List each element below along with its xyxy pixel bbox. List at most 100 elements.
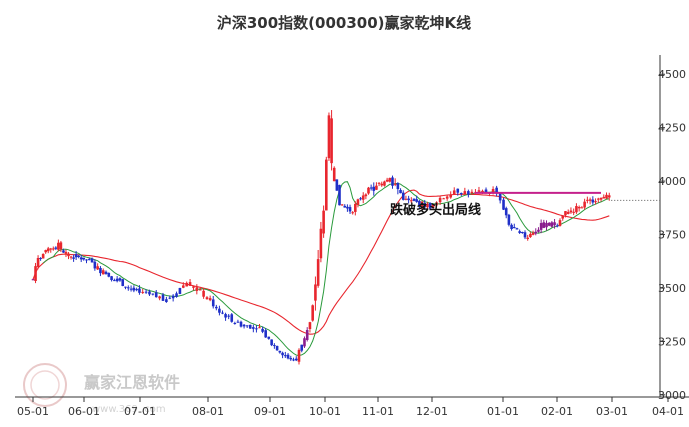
candle-body (564, 211, 567, 216)
candle-body (537, 229, 540, 232)
candle-body (498, 193, 502, 201)
candle-body (327, 115, 331, 159)
candle-body (211, 299, 215, 307)
candle (542, 219, 546, 229)
candle-body (607, 195, 611, 198)
candle (36, 255, 40, 270)
candle (297, 348, 301, 365)
candle-body (325, 159, 328, 211)
candle (354, 201, 357, 216)
candle-body (369, 187, 373, 189)
candle-body (202, 290, 205, 297)
candle-body (372, 186, 376, 191)
candle-body (404, 198, 408, 200)
candle-body (54, 247, 58, 249)
candle-body (39, 257, 42, 259)
candle-body (51, 248, 55, 250)
candle (90, 257, 94, 263)
candle (93, 259, 97, 271)
candle (224, 312, 227, 321)
candle-body (531, 232, 535, 235)
candle (380, 181, 384, 187)
candle-body (599, 197, 603, 200)
candle-body (340, 204, 344, 206)
candle (599, 197, 603, 202)
candle (410, 197, 413, 204)
candle (154, 290, 158, 298)
x-tick-label: 10-01 (309, 405, 341, 418)
candle (588, 197, 592, 205)
candle-body (305, 329, 309, 340)
candle (261, 326, 264, 334)
candle-body (79, 257, 83, 260)
x-tick-label: 11-01 (362, 405, 394, 418)
candle (348, 204, 352, 214)
candle-body (218, 308, 221, 313)
candle-body (289, 358, 293, 360)
candle (178, 287, 182, 295)
candle (294, 356, 298, 362)
candle-body (135, 289, 138, 291)
candle (591, 196, 595, 205)
candle (124, 286, 127, 290)
candle (267, 336, 271, 340)
candle-body (510, 224, 513, 229)
candle (572, 208, 575, 216)
candle (607, 192, 611, 201)
candle (67, 252, 70, 260)
candle (553, 219, 556, 229)
y-tick-label: 3000 (658, 389, 686, 402)
candle (327, 112, 331, 161)
candle (286, 353, 290, 360)
candle-body (484, 189, 488, 193)
candle-body (239, 321, 243, 327)
x-tick-label: 09-01 (254, 405, 286, 418)
candle-body (198, 289, 202, 291)
annotation-label: 跌破多头出局线 (390, 202, 481, 218)
candle (211, 295, 215, 309)
candle-body (393, 183, 397, 185)
candle (74, 251, 78, 260)
candle (569, 207, 573, 214)
candle-body (281, 352, 284, 356)
candle-body (332, 167, 336, 182)
candle-body (255, 328, 258, 330)
candle (161, 292, 165, 302)
candle-body (57, 242, 60, 250)
candle (515, 227, 519, 230)
candle-body (375, 185, 378, 190)
candle-body (82, 257, 86, 260)
candle (121, 278, 125, 287)
candle (316, 249, 320, 288)
candle (300, 344, 304, 353)
candle (583, 198, 586, 210)
candle (107, 272, 111, 278)
candle (495, 185, 498, 197)
candle (330, 110, 333, 171)
candle (151, 293, 155, 296)
candle-body (215, 306, 218, 309)
candle-body (286, 354, 290, 359)
candle (39, 257, 42, 261)
candle (188, 279, 192, 286)
y-tick-label: 3250 (658, 335, 686, 348)
candle-body (504, 208, 508, 216)
candle (273, 343, 276, 349)
y-tick-label: 4000 (658, 175, 686, 188)
candle (383, 180, 386, 187)
candle (264, 328, 267, 338)
candle (322, 205, 325, 238)
candle-body (294, 358, 298, 361)
candle (393, 178, 397, 187)
candle (242, 324, 246, 329)
x-tick-label: 04-01 (652, 405, 684, 418)
candle (31, 278, 35, 281)
candle-body (348, 207, 352, 212)
candle-body (158, 296, 161, 299)
candle-body (77, 255, 80, 257)
candle-body (245, 325, 249, 327)
candle-body (311, 305, 314, 321)
candle (377, 182, 381, 187)
candle (385, 177, 389, 183)
candle-body (101, 270, 105, 275)
